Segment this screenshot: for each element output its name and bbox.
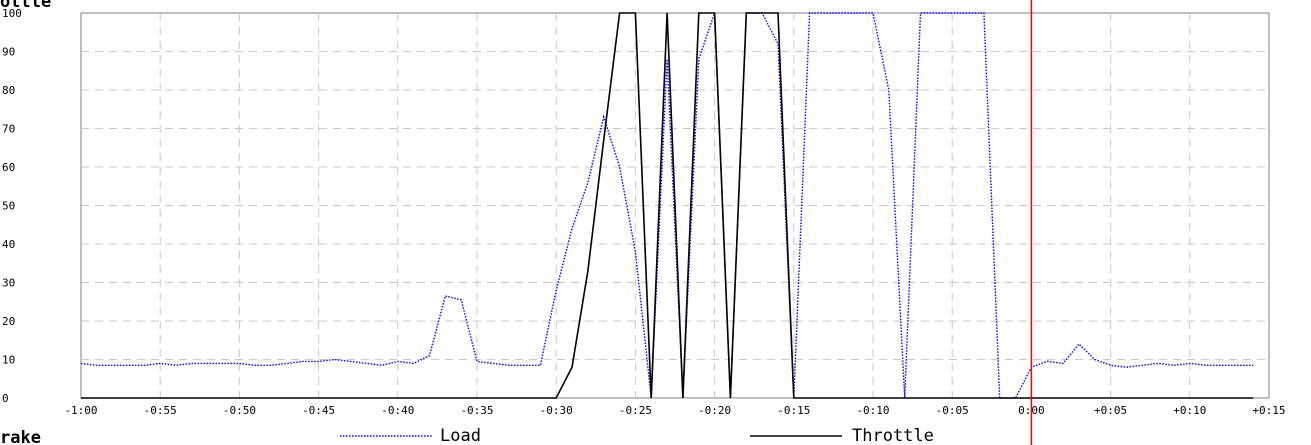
x-tick-label: -0:10 — [856, 404, 889, 417]
x-tick-label: -0:20 — [698, 404, 731, 417]
x-axis: -1:00 -0:55 -0:50 -0:45 -0:40 -0:35 -0:30 -0:25… — [64, 404, 1285, 417]
legend-load-label: Load — [440, 426, 481, 445]
x-tick-label: -0:45 — [302, 404, 335, 417]
x-tick-label: +0:05 — [1094, 404, 1127, 417]
y-tick-label: 60 — [2, 161, 15, 174]
x-tick-label: -0:35 — [460, 404, 493, 417]
y-tick-label: 10 — [2, 354, 15, 367]
chart-title-fragment-bottom: rake — [0, 428, 41, 445]
x-tick-label: -0:55 — [144, 404, 177, 417]
x-tick-label: -0:05 — [936, 404, 969, 417]
y-tick-label: 30 — [2, 277, 15, 290]
y-tick-label: 20 — [2, 315, 15, 328]
y-tick-label: 50 — [2, 200, 15, 213]
y-tick-label: 70 — [2, 123, 15, 136]
y-tick-label: 0 — [2, 392, 9, 405]
legend: Load Throttle — [340, 426, 934, 445]
x-tick-label: -0:50 — [223, 404, 256, 417]
series-lines — [80, 12, 1254, 399]
y-tick-label: 80 — [2, 84, 15, 97]
y-tick-label: 90 — [2, 46, 15, 59]
series-line-load — [80, 12, 1254, 399]
x-tick-label: -0:40 — [381, 404, 414, 417]
chart-title-fragment-top: ottle — [0, 0, 51, 12]
y-tick-label: 40 — [2, 238, 15, 251]
x-tick-label: +0:15 — [1252, 404, 1285, 417]
x-tick-label: +0:10 — [1173, 404, 1206, 417]
y-axis: 0 10 20 30 40 50 60 70 80 90 100 — [2, 7, 22, 405]
x-tick-label: -0:25 — [619, 404, 652, 417]
series-line-throttle — [81, 12, 1254, 399]
x-tick-label: -1:00 — [64, 404, 97, 417]
legend-throttle-label: Throttle — [852, 426, 934, 445]
x-tick-label: -0:15 — [777, 404, 810, 417]
y-tick-label: 100 — [2, 7, 22, 20]
x-tick-label: -0:30 — [540, 404, 573, 417]
